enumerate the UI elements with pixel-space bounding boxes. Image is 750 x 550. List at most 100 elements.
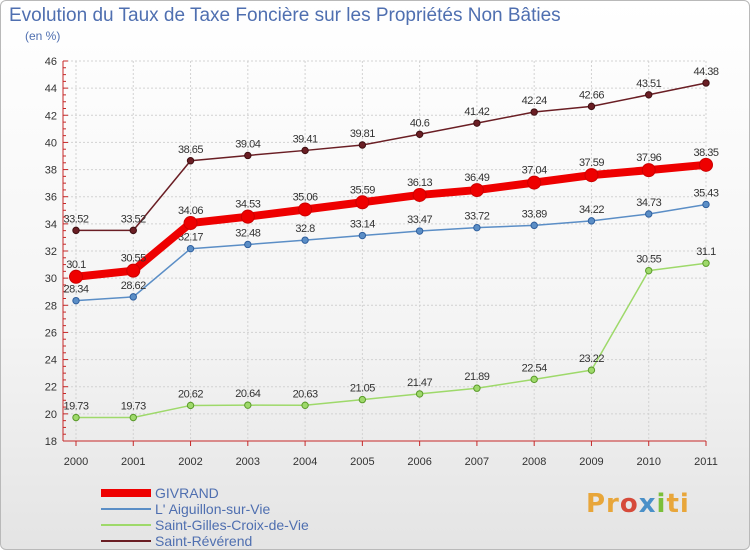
data-point-saint-r-v-rend-2002	[186, 157, 195, 165]
data-point-saint-gilles-croix-de-vie-2007	[473, 384, 481, 392]
series-line-givrand	[72, 160, 710, 281]
data-point-saint-gilles-croix-de-vie-2004	[301, 401, 309, 410]
data-point-saint-gilles-croix-de-vie-2011	[702, 259, 710, 267]
data-point-l-aiguillon-sur-vie-2003	[244, 240, 252, 249]
data-point-givrand-2009	[584, 168, 599, 183]
x-tick-label-2009: 2009	[579, 456, 603, 468]
x-tick-label-2000: 2000	[64, 456, 88, 468]
x-tick-label-2005: 2005	[350, 456, 374, 468]
legend-label-aiguillon: L' Aiguillon-sur-Vie	[155, 501, 271, 517]
legend-swatch-saint-reverend	[101, 540, 151, 542]
data-label-saint-r-v-rend-2006: 40.6	[410, 117, 430, 129]
x-tick-label-2004: 2004	[293, 456, 317, 468]
data-label-givrand-2008: 37.04	[522, 165, 547, 177]
data-point-givrand-2011	[699, 157, 713, 172]
data-point-saint-gilles-croix-de-vie-2000	[72, 413, 80, 422]
data-point-l-aiguillon-sur-vie-2005	[358, 231, 367, 240]
data-label-saint-gilles-croix-de-vie-2004: 20.63	[293, 388, 318, 400]
y-tick-label-32: 32	[45, 246, 57, 258]
data-label-saint-r-v-rend-2009: 42.66	[579, 89, 604, 101]
y-tick-label-38: 38	[45, 165, 57, 177]
data-point-saint-r-v-rend-2005	[358, 141, 367, 149]
data-point-givrand-2003	[240, 209, 255, 224]
x-tick-label-2002: 2002	[178, 456, 202, 468]
data-label-saint-r-v-rend-2008: 42.24	[522, 95, 547, 107]
x-tick-label-2006: 2006	[407, 456, 431, 468]
data-label-saint-r-v-rend-2004: 39.41	[293, 133, 318, 145]
data-label-l-aiguillon-sur-vie-2002: 32.17	[178, 232, 203, 244]
y-tick-label-24: 24	[45, 355, 57, 367]
data-point-givrand-2005	[355, 195, 370, 210]
data-point-saint-gilles-croix-de-vie-2008	[530, 375, 538, 384]
data-label-saint-r-v-rend-2001: 33.52	[121, 213, 146, 225]
data-label-givrand-2003: 34.53	[235, 199, 260, 211]
data-point-saint-gilles-croix-de-vie-2010	[645, 266, 653, 275]
data-label-l-aiguillon-sur-vie-2000: 28.34	[63, 284, 88, 296]
y-axis-unit-label: (en %)	[25, 29, 61, 43]
data-point-l-aiguillon-sur-vie-2002	[186, 244, 195, 253]
data-point-l-aiguillon-sur-vie-2001	[129, 293, 137, 301]
data-label-l-aiguillon-sur-vie-2004: 32.8	[295, 223, 315, 235]
data-label-givrand-2001: 30.55	[121, 253, 146, 265]
legend-swatch-givrand	[101, 489, 151, 497]
data-point-saint-gilles-croix-de-vie-2005	[358, 395, 367, 404]
y-tick-label-28: 28	[45, 300, 57, 312]
data-label-saint-gilles-croix-de-vie-2000: 19.73	[63, 401, 88, 413]
x-tick-label-2010: 2010	[636, 456, 660, 468]
legend-label-saint-gilles: Saint-Gilles-Croix-de-Vie	[155, 517, 309, 533]
y-tick-label-36: 36	[45, 192, 57, 204]
y-tick-label-40: 40	[45, 137, 57, 149]
chart-title: Evolution du Taux de Taxe Foncière sur l…	[9, 5, 561, 26]
data-label-givrand-2007: 36.49	[464, 172, 489, 184]
data-point-saint-r-v-rend-2007	[473, 119, 481, 127]
data-point-l-aiguillon-sur-vie-2006	[415, 227, 424, 235]
data-label-saint-gilles-croix-de-vie-2008: 22.54	[522, 362, 547, 374]
data-point-givrand-2007	[469, 183, 484, 198]
data-label-l-aiguillon-sur-vie-2008: 33.89	[522, 208, 547, 220]
data-label-givrand-2006: 36.13	[407, 177, 432, 189]
data-point-l-aiguillon-sur-vie-2000	[72, 296, 80, 305]
data-label-saint-gilles-croix-de-vie-2002: 20.62	[178, 388, 203, 400]
data-label-givrand-2010: 37.96	[636, 152, 661, 164]
data-label-saint-gilles-croix-de-vie-2001: 19.73	[121, 401, 146, 413]
data-label-givrand-2004: 35.06	[293, 191, 318, 203]
legend-label-givrand: GIVRAND	[155, 485, 219, 501]
data-point-saint-r-v-rend-2008	[530, 108, 538, 116]
data-point-givrand-2004	[298, 202, 313, 217]
x-tick-label-2003: 2003	[236, 456, 260, 468]
data-point-l-aiguillon-sur-vie-2004	[301, 236, 309, 244]
data-point-saint-gilles-croix-de-vie-2003	[244, 401, 252, 409]
data-label-l-aiguillon-sur-vie-2001: 28.62	[121, 280, 146, 292]
proxiti-logo: Proxiti	[586, 489, 690, 519]
data-point-saint-gilles-croix-de-vie-2002	[186, 401, 195, 410]
data-label-saint-gilles-croix-de-vie-2010: 30.55	[636, 254, 661, 266]
data-point-saint-r-v-rend-2004	[301, 146, 309, 155]
data-point-l-aiguillon-sur-vie-2008	[530, 221, 538, 230]
y-tick-label-26: 26	[45, 327, 57, 339]
data-label-givrand-2000: 30.1	[66, 259, 86, 271]
data-label-l-aiguillon-sur-vie-2007: 33.72	[464, 211, 489, 223]
data-point-givrand-2000	[69, 269, 83, 284]
y-tick-label-20: 20	[45, 409, 57, 421]
data-point-saint-r-v-rend-2003	[244, 151, 252, 160]
data-point-saint-gilles-croix-de-vie-2009	[587, 366, 596, 374]
series-line-saint-r-v-rend	[75, 82, 707, 232]
data-point-saint-r-v-rend-2009	[587, 102, 596, 111]
data-point-givrand-2002	[183, 216, 198, 231]
y-tick-label-42: 42	[45, 110, 57, 122]
x-tick-label-2011: 2011	[694, 456, 718, 468]
y-tick-label-34: 34	[45, 219, 57, 231]
data-label-saint-r-v-rend-2005: 39.81	[350, 128, 375, 140]
data-label-saint-r-v-rend-2010: 43.51	[636, 78, 661, 90]
data-label-l-aiguillon-sur-vie-2005: 33.14	[350, 219, 375, 231]
data-point-l-aiguillon-sur-vie-2009	[587, 217, 596, 225]
legend-swatch-aiguillon	[101, 508, 151, 510]
series-line-l-aiguillon-sur-vie	[75, 203, 707, 302]
data-point-l-aiguillon-sur-vie-2010	[645, 210, 653, 218]
data-label-l-aiguillon-sur-vie-2006: 33.47	[407, 214, 432, 226]
legend-label-saint-reverend: Saint-Révérend	[155, 533, 253, 549]
data-label-givrand-2002: 34.06	[178, 205, 203, 217]
x-tick-label-2007: 2007	[465, 456, 489, 468]
